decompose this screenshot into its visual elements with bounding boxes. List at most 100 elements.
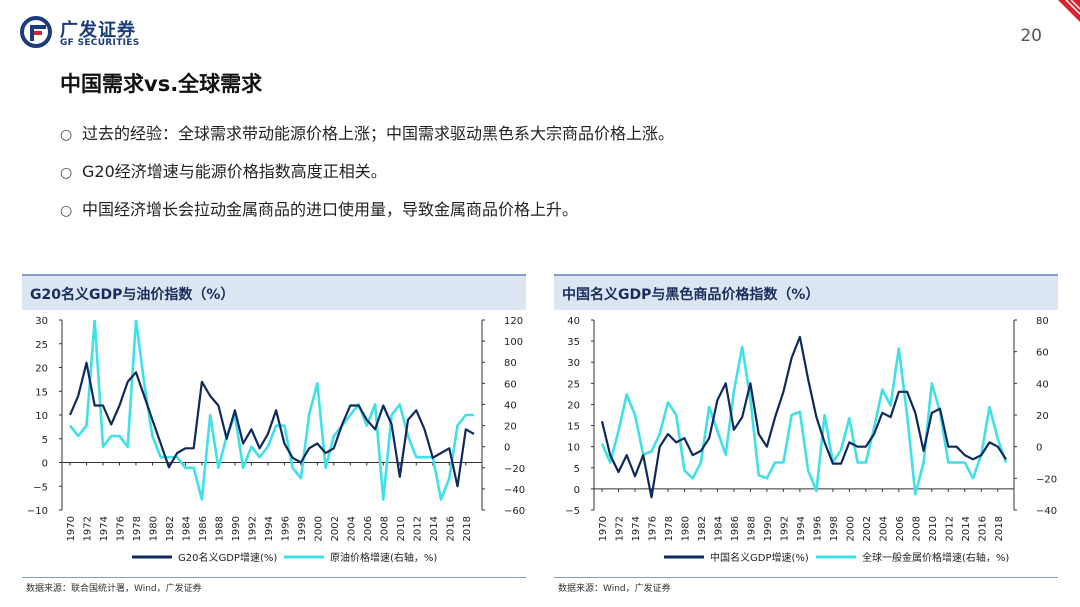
chart-panel-china: 中国名义GDP与黑色商品价格指数（%） 40 35 30 25 20 15 10 5 0 −5 80…: [554, 274, 1058, 594]
left-axis-tick-label: 5: [574, 464, 580, 475]
brand-logo: 广发证券 GF SECURITIES: [14, 14, 174, 54]
x-axis-tick-label: 2012: [412, 516, 423, 541]
left-axis-tick-label: 30: [567, 358, 580, 369]
x-axis-tick-label: 1988: [746, 516, 757, 541]
x-axis-tick-label: 1978: [664, 516, 675, 541]
right-axis-tick-label: 120: [504, 316, 523, 327]
left-axis-tick-label: 0: [42, 459, 48, 470]
x-axis-tick-label: 1984: [181, 516, 192, 541]
right-axis-tick-label: −60: [504, 506, 525, 517]
chart-divider: [554, 577, 1058, 578]
bullet-text: G20经济增速与能源价格指数高度正相关。: [82, 162, 387, 181]
x-axis-tick-label: 1980: [680, 516, 691, 541]
x-axis-tick-label: 2002: [862, 516, 873, 541]
x-axis-tick-label: 2014: [429, 516, 440, 541]
x-axis-tick-label: 2008: [379, 516, 390, 541]
x-axis-tick-label: 1974: [631, 516, 642, 541]
x-axis-tick-label: 2008: [911, 516, 922, 541]
right-axis-tick-label: −40: [504, 485, 525, 496]
right-axis-tick-label: 20: [1036, 411, 1049, 422]
legend-label-primary: 中国名义GDP增速(%): [710, 551, 809, 564]
right-axis-tick-label: −20: [1036, 474, 1057, 485]
x-axis-tick-label: 2016: [445, 516, 456, 541]
bullet-marker-icon: ○: [60, 203, 73, 219]
right-axis-tick-label: 80: [504, 358, 517, 369]
x-axis-tick-label: 1994: [796, 516, 807, 541]
left-axis-tick-label: 15: [35, 387, 48, 398]
x-axis-tick-label: 1986: [198, 516, 209, 541]
chart-g20-gdp-oil: 30 25 20 15 10 5 0 −5 −10 120 100 80 60 40 20 0 −20 −40 −6…: [27, 316, 525, 564]
page-number: 20: [1020, 26, 1042, 46]
x-axis-tick-label: 1992: [779, 516, 790, 541]
left-axis-tick-label: 15: [567, 422, 580, 433]
left-axis-tick-label: 20: [567, 400, 580, 411]
x-axis-tick-label: 1974: [99, 516, 110, 541]
series-line-secondary: [68, 320, 474, 501]
left-axis-tick-label: −10: [27, 506, 48, 517]
x-axis-tick-label: 2010: [928, 516, 939, 541]
bullet-text: 过去的经验：全球需求带动能源价格上涨；中国需求驱动黑色系大宗商品价格上涨。: [82, 124, 675, 143]
x-axis-tick-label: 2006: [363, 516, 374, 541]
bullet-marker-icon: ○: [60, 127, 73, 143]
right-axis-tick-label: 40: [504, 400, 517, 411]
chart-china-gdp-ferrous: 40 35 30 25 20 15 10 5 0 −5 80 60 40 20 0 −20 −40 1970 197…: [565, 316, 1057, 564]
x-axis-tick-label: 1982: [697, 516, 708, 541]
x-axis-tick-label: 2004: [346, 516, 357, 541]
x-axis-tick-label: 1972: [82, 516, 93, 541]
x-axis-tick-label: 2018: [462, 516, 473, 541]
x-axis-tick-label: 1990: [231, 516, 242, 541]
right-axis-tick-label: −20: [504, 464, 525, 475]
x-axis-tick-label: 2000: [313, 516, 324, 541]
right-axis-tick-label: 40: [1036, 379, 1049, 390]
right-axis-tick-label: 80: [1036, 316, 1049, 327]
chart-source: 数据来源：Wind，广发证券: [558, 584, 671, 594]
right-axis-tick-label: 0: [504, 443, 510, 454]
x-axis-tick-label: 1972: [614, 516, 625, 541]
x-axis-tick-label: 1990: [763, 516, 774, 541]
chart-title: G20名义GDP与油价指数（%）: [30, 287, 235, 303]
series-line-secondary: [600, 345, 1008, 496]
left-axis-tick-label: 35: [567, 337, 580, 348]
x-axis-tick-label: 1978: [132, 516, 143, 541]
x-axis-tick-label: 1998: [829, 516, 840, 541]
bullet-item: ○ G20经济增速与能源价格指数高度正相关。: [60, 162, 674, 183]
right-axis-tick-label: 60: [504, 379, 517, 390]
left-axis-tick-label: 40: [567, 316, 580, 327]
slide-title: 中国需求vs.全球需求: [60, 72, 263, 96]
bullet-item: ○ 过去的经验：全球需求带动能源价格上涨；中国需求驱动黑色系大宗商品价格上涨。: [60, 124, 674, 145]
legend-label-secondary: 原油价格增速(右轴，%): [330, 551, 437, 564]
x-axis-tick-label: 2004: [878, 516, 889, 541]
chart-header: G20名义GDP与油价指数（%）: [22, 274, 526, 310]
gf-logo-icon: [20, 16, 52, 48]
left-axis-tick-label: 25: [567, 379, 580, 390]
bullet-text: 中国经济增长会拉动金属商品的进口使用量，导致金属商品价格上升。: [82, 200, 579, 219]
x-axis-tick-label: 1970: [66, 516, 77, 541]
x-axis-tick-label: 1970: [598, 516, 609, 541]
right-axis-tick-label: 0: [1036, 443, 1042, 454]
series-line-primary: [600, 335, 1007, 499]
x-axis-tick-label: 1998: [297, 516, 308, 541]
x-axis-tick-label: 2014: [961, 516, 972, 541]
corner-decoration: [1058, 0, 1080, 22]
x-axis-tick-label: 1994: [264, 516, 275, 541]
x-axis-tick-label: 2006: [895, 516, 906, 541]
right-axis-tick-label: 100: [504, 337, 523, 348]
right-axis-tick-label: 20: [504, 422, 517, 433]
brand-name-en: GF SECURITIES: [60, 38, 140, 48]
chart-title: 中国名义GDP与黑色商品价格指数（%）: [562, 287, 820, 303]
x-axis-tick-label: 1976: [115, 516, 126, 541]
left-axis-tick-label: 5: [42, 435, 48, 446]
bullet-marker-icon: ○: [60, 165, 73, 181]
chart-source: 数据来源：联合国统计署，Wind，广发证券: [26, 584, 202, 594]
x-axis-tick-label: 1982: [165, 516, 176, 541]
x-axis-tick-label: 1992: [247, 516, 258, 541]
x-axis-tick-label: 2000: [845, 516, 856, 541]
left-axis-tick-label: −5: [565, 506, 580, 517]
legend-label-primary: G20名义GDP增速(%): [178, 551, 277, 564]
x-axis-tick-label: 2002: [330, 516, 341, 541]
left-axis-tick-label: 0: [574, 485, 580, 496]
x-axis-tick-label: 1988: [214, 516, 225, 541]
legend-label-secondary: 全球一般金属价格增速(右轴，%): [862, 551, 1009, 564]
x-axis-tick-label: 1996: [280, 516, 291, 541]
x-axis-tick-label: 1976: [647, 516, 658, 541]
